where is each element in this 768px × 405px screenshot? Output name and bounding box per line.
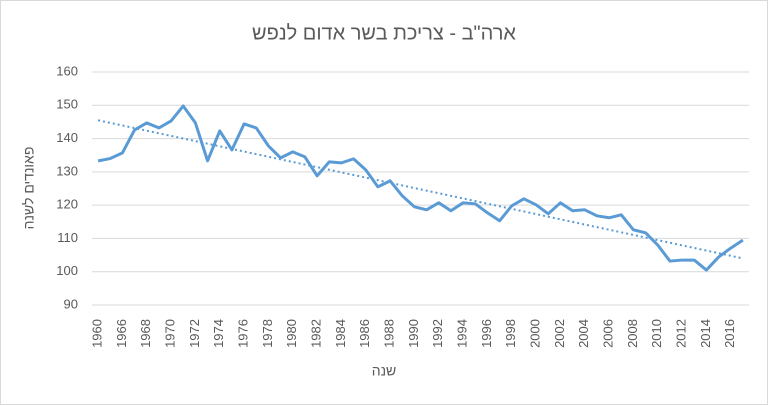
y-tick-label: 90 <box>64 296 78 311</box>
x-tick-label: 1990 <box>406 319 421 348</box>
x-tick-label: 1994 <box>455 319 470 348</box>
x-tick-label: 1976 <box>236 319 251 348</box>
x-tick-label: 1984 <box>333 319 348 348</box>
x-axis-label: שנה <box>372 363 397 379</box>
x-tick-label: 1982 <box>309 319 324 348</box>
y-tick-label: 130 <box>56 163 78 178</box>
x-tick-label: 2008 <box>625 319 640 348</box>
x-tick-label: 1960 <box>90 319 105 348</box>
y-tick-label: 120 <box>56 197 78 212</box>
x-tick-label: 2000 <box>528 319 543 348</box>
y-tick-label: 140 <box>56 130 78 145</box>
x-tick-label: 2006 <box>601 319 616 348</box>
data-line <box>97 104 744 272</box>
y-tick-label: 150 <box>56 97 78 112</box>
x-tick-label: 1980 <box>284 319 299 348</box>
x-tick-label: 2004 <box>576 319 591 348</box>
x-tick-label: 1966 <box>114 319 129 348</box>
x-tick-label: 1996 <box>479 319 494 348</box>
x-tick-label: 2012 <box>674 319 689 348</box>
y-axis-label: פאונדים לשנה <box>21 147 37 230</box>
x-tick-label: 2014 <box>698 319 713 348</box>
x-tick-label: 2010 <box>649 319 664 348</box>
x-tick-label: 1998 <box>503 319 518 348</box>
y-tick-label: 160 <box>56 63 78 78</box>
x-tick-label: 1992 <box>430 319 445 348</box>
x-tick-label: 1968 <box>138 319 153 348</box>
x-tick-label: 1978 <box>260 319 275 348</box>
x-tick-label: 1986 <box>357 319 372 348</box>
chart-title: ארה"ב - צריכת בשר אדום לנפש <box>252 22 516 44</box>
x-tick-label: 1988 <box>382 319 397 348</box>
x-tick-label: 2016 <box>722 319 737 348</box>
y-tick-label: 110 <box>57 230 78 245</box>
x-tick-label: 1972 <box>187 319 202 348</box>
x-tick-label: 1974 <box>211 319 226 348</box>
x-tick-label: 1970 <box>163 319 178 348</box>
x-tick-label: 2002 <box>552 319 567 348</box>
y-tick-label: 100 <box>56 263 78 278</box>
